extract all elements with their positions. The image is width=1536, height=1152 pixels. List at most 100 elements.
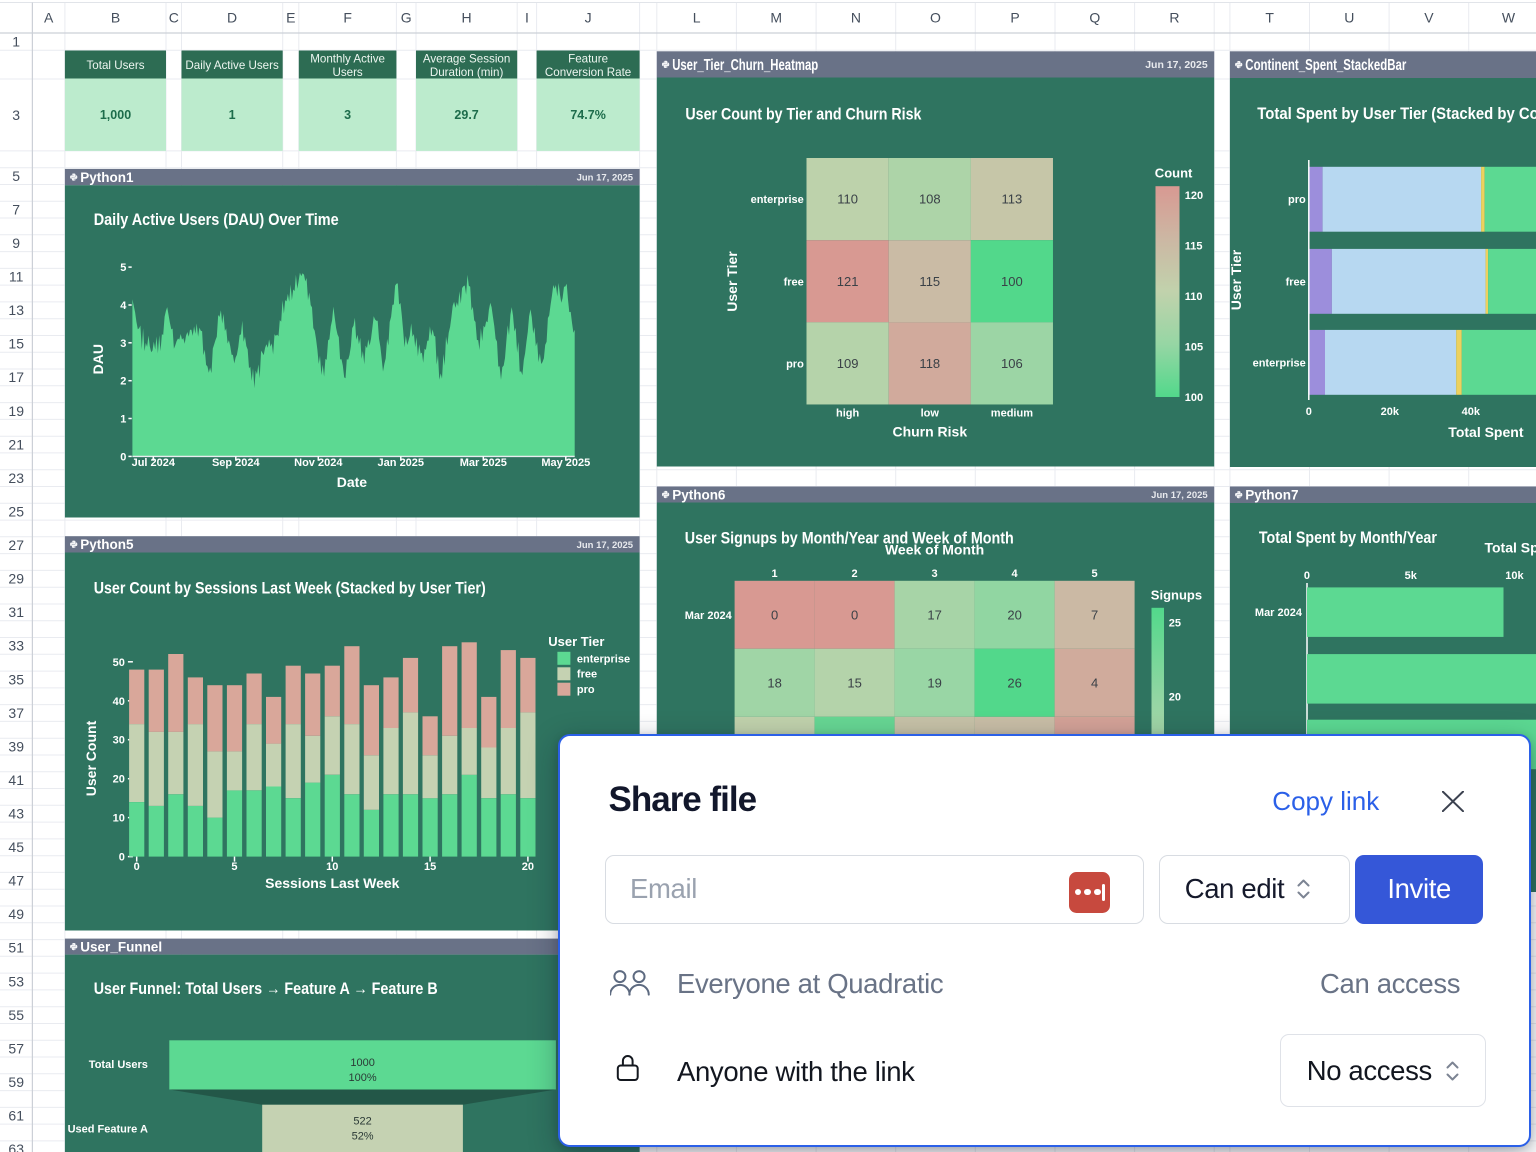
svg-text:2: 2	[120, 376, 126, 388]
svg-text:40k: 40k	[1462, 406, 1481, 418]
svg-text:37: 37	[8, 705, 24, 721]
svg-text:I: I	[525, 10, 529, 26]
svg-text:Conversion Rate: Conversion Rate	[545, 66, 631, 79]
svg-text:User Tier: User Tier	[724, 251, 740, 312]
svg-text:L: L	[693, 10, 701, 26]
svg-text:User_Tier_Churn_Heatmap: User_Tier_Churn_Heatmap	[672, 57, 818, 74]
svg-text:11: 11	[9, 269, 24, 285]
svg-text:20k: 20k	[1381, 406, 1400, 418]
svg-text:5: 5	[12, 168, 20, 184]
svg-text:R: R	[1169, 10, 1179, 26]
svg-text:Jul 2024: Jul 2024	[132, 457, 176, 469]
svg-text:Average Session: Average Session	[423, 52, 510, 65]
svg-text:User Count by Tier and Churn R: User Count by Tier and Churn Risk	[685, 105, 921, 124]
svg-text:Total Users: Total Users	[87, 59, 145, 72]
svg-text:Daily Active Users (DAU) Over: Daily Active Users (DAU) Over Time	[94, 210, 339, 229]
svg-text:120: 120	[1185, 190, 1203, 202]
svg-text:7: 7	[12, 201, 20, 217]
svg-text:109: 109	[837, 356, 859, 371]
svg-text:Users: Users	[332, 66, 362, 79]
svg-text:H: H	[462, 10, 472, 26]
svg-text:free: free	[1286, 276, 1306, 288]
svg-text:17: 17	[927, 607, 941, 622]
svg-text:F: F	[343, 10, 352, 26]
svg-text:1000: 1000	[350, 1057, 374, 1069]
svg-text:30: 30	[113, 735, 125, 747]
svg-text:3: 3	[120, 338, 126, 350]
svg-text:V: V	[1424, 10, 1434, 26]
svg-text:0: 0	[1306, 406, 1312, 418]
svg-text:User Count by Sessions Last We: User Count by Sessions Last Week (Stacke…	[94, 579, 486, 598]
svg-text:0: 0	[771, 607, 778, 622]
svg-text:T: T	[1265, 10, 1274, 26]
svg-text:15: 15	[424, 861, 436, 873]
svg-text:Total Spent by Month/Year: Total Spent by Month/Year	[1259, 528, 1437, 547]
svg-text:23: 23	[8, 470, 24, 486]
svg-text:J: J	[585, 10, 592, 26]
svg-text:1: 1	[120, 414, 126, 426]
svg-text:Count: Count	[1155, 166, 1193, 181]
svg-text:110: 110	[1185, 291, 1203, 303]
svg-text:E: E	[286, 10, 295, 26]
svg-text:Jun 17, 2025: Jun 17, 2025	[1151, 490, 1208, 501]
svg-text:522: 522	[353, 1116, 371, 1128]
svg-text:115: 115	[919, 274, 940, 289]
svg-text:Jun 17, 2025: Jun 17, 2025	[1145, 59, 1208, 71]
svg-text:100%: 100%	[349, 1072, 377, 1084]
svg-text:Total Users: Total Users	[89, 1059, 148, 1071]
svg-text:pro: pro	[786, 358, 804, 370]
svg-text:20: 20	[522, 861, 534, 873]
svg-text:20: 20	[1007, 607, 1021, 622]
svg-text:31: 31	[8, 604, 24, 620]
svg-text:47: 47	[8, 873, 24, 889]
svg-text:free: free	[784, 276, 804, 288]
svg-text:low: low	[921, 408, 940, 420]
svg-text:P: P	[1010, 10, 1019, 26]
svg-text:N: N	[851, 10, 861, 26]
svg-text:Jan 2025: Jan 2025	[378, 457, 424, 469]
svg-text:19: 19	[8, 403, 24, 419]
svg-text:Python6: Python6	[672, 487, 726, 502]
svg-text:O: O	[930, 10, 941, 26]
svg-text:57: 57	[8, 1040, 24, 1056]
svg-text:55: 55	[8, 1007, 24, 1023]
svg-text:5k: 5k	[1405, 570, 1418, 582]
svg-text:53: 53	[8, 973, 24, 989]
svg-text:10: 10	[326, 861, 338, 873]
svg-text:29.7: 29.7	[454, 108, 478, 122]
svg-text:Total Spent: Total Spent	[1448, 424, 1524, 440]
svg-text:2: 2	[852, 568, 858, 580]
svg-text:106: 106	[1001, 356, 1023, 371]
svg-text:A: A	[44, 10, 54, 26]
svg-text:Nov 2024: Nov 2024	[294, 457, 343, 469]
svg-text:110: 110	[837, 192, 858, 207]
svg-text:0: 0	[1304, 570, 1310, 582]
svg-text:Total Spent by User Tier (Stac: Total Spent by User Tier (Stacked by Con…	[1257, 104, 1536, 123]
svg-text:Jun 17, 2025: Jun 17, 2025	[577, 540, 634, 551]
svg-text:5: 5	[231, 861, 237, 873]
svg-text:pro: pro	[577, 684, 595, 696]
svg-text:1: 1	[12, 33, 20, 49]
svg-text:10: 10	[113, 813, 125, 825]
svg-text:Churn Risk: Churn Risk	[892, 424, 967, 440]
svg-text:3: 3	[344, 108, 351, 122]
svg-text:41: 41	[8, 772, 24, 788]
svg-text:113: 113	[1002, 192, 1023, 207]
svg-text:Python5: Python5	[80, 537, 134, 552]
svg-text:26: 26	[1007, 675, 1021, 690]
svg-text:G: G	[401, 10, 412, 26]
svg-text:121: 121	[837, 274, 859, 289]
svg-text:59: 59	[8, 1074, 24, 1090]
svg-text:33: 33	[8, 638, 24, 654]
svg-text:17: 17	[8, 369, 24, 385]
svg-text:B: B	[111, 10, 120, 26]
svg-text:Week of Month: Week of Month	[885, 542, 984, 558]
svg-text:Mar 2024: Mar 2024	[1255, 607, 1303, 619]
svg-text:21: 21	[8, 436, 24, 452]
svg-text:User Tier: User Tier	[1228, 249, 1244, 310]
svg-text:61: 61	[8, 1108, 24, 1124]
svg-text:0: 0	[120, 451, 126, 463]
svg-text:45: 45	[8, 839, 24, 855]
svg-text:pro: pro	[1288, 194, 1306, 206]
svg-text:25: 25	[1169, 618, 1181, 630]
